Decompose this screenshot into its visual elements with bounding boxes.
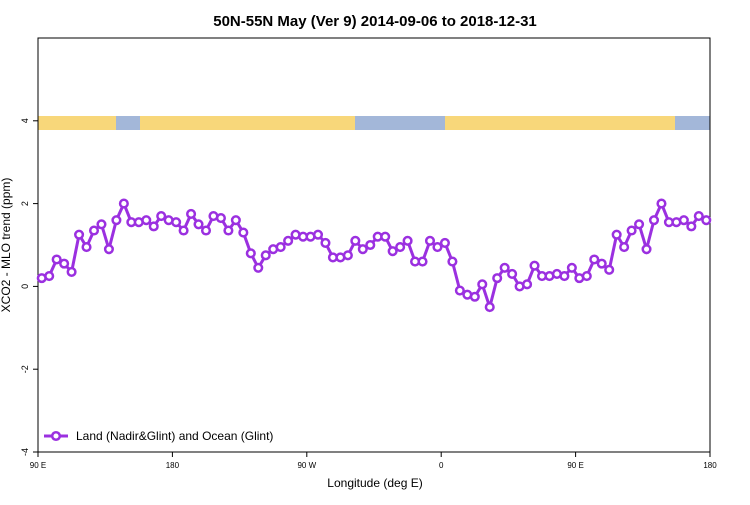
data-point (178, 225, 189, 236)
data-point (469, 291, 480, 302)
y-tick-label: 2 (20, 201, 30, 206)
plot-frame (37, 37, 711, 453)
data-point (678, 215, 689, 226)
data-point (402, 235, 413, 246)
data-point (634, 219, 645, 230)
y-tick-label: 4 (20, 118, 30, 123)
y-axis-label: XCO2 - MLO trend (ppm) (0, 178, 13, 313)
data-point (312, 229, 324, 240)
data-point (566, 262, 577, 273)
data-point (253, 262, 264, 273)
data-point (88, 225, 100, 236)
data-point (417, 256, 428, 267)
data-point (656, 198, 667, 209)
data-point (686, 221, 697, 232)
data-point (701, 215, 712, 226)
land-band (140, 116, 355, 130)
data-point (380, 231, 391, 242)
data-point (96, 219, 107, 230)
legend-marker (50, 430, 62, 442)
data-point (424, 235, 436, 246)
data-point (283, 235, 294, 246)
data-point (275, 242, 286, 253)
data-point (357, 244, 368, 255)
data-point (193, 219, 204, 230)
data-point (589, 254, 600, 265)
data-point (186, 208, 197, 219)
land-band (38, 116, 116, 130)
x-tick-label: 90 E (30, 461, 46, 470)
data-point (81, 242, 92, 253)
data-point (596, 258, 607, 269)
data-point (641, 244, 652, 255)
y-tick-label: -4 (20, 448, 30, 456)
data-point (604, 264, 615, 275)
data-point (215, 213, 226, 224)
data-point (238, 227, 249, 238)
x-tick-label: 90 E (567, 461, 583, 470)
data-point (171, 217, 182, 228)
data-point (387, 246, 398, 257)
land-band (445, 116, 675, 130)
data-point (51, 254, 62, 265)
data-point (141, 215, 152, 226)
y-tick-label: -2 (20, 365, 30, 373)
data-point (148, 221, 159, 232)
data-point (492, 273, 503, 284)
x-axis-label: Longitude (deg E) (327, 476, 422, 490)
data-point (59, 258, 70, 269)
data-point (111, 215, 122, 226)
data-point (223, 225, 234, 236)
data-point (693, 210, 704, 222)
data-point (559, 271, 570, 282)
chart-title: 50N-55N May (Ver 9) 2014-09-06 to 2018-1… (213, 13, 537, 30)
data-point (619, 242, 630, 253)
x-tick-label: 0 (439, 461, 444, 470)
data-point (522, 279, 533, 290)
data-point (507, 268, 518, 280)
data-point (320, 237, 331, 248)
data-point (245, 248, 256, 259)
legend-label: Land (Nadir&Glint) and Ocean (Glint) (76, 429, 273, 443)
data-point (44, 271, 55, 282)
data-point (350, 235, 361, 246)
data-point (529, 260, 540, 271)
data-point (118, 198, 129, 209)
data-point (581, 271, 592, 282)
data-point (432, 242, 443, 253)
data-point (484, 302, 495, 313)
data-point (499, 262, 510, 273)
data-point (395, 242, 406, 253)
data-point (454, 285, 465, 296)
data-point (103, 244, 114, 255)
data-point (74, 229, 85, 240)
data-point (447, 256, 458, 267)
y-tick-label: 0 (20, 284, 30, 289)
x-tick-label: 90 W (297, 461, 316, 470)
data-point (439, 237, 450, 248)
data-point (200, 225, 212, 236)
data-point (260, 250, 271, 261)
data-point (342, 250, 353, 261)
data-point (365, 239, 376, 251)
data-point (66, 266, 77, 277)
data-point (230, 215, 241, 226)
data-point (626, 225, 637, 236)
data-point (156, 210, 167, 222)
x-tick-label: 180 (166, 461, 180, 470)
x-tick-label: 180 (703, 461, 717, 470)
data-point (477, 279, 488, 290)
data-point (611, 229, 622, 240)
data-point (648, 215, 660, 226)
land-ocean-strip (38, 116, 710, 130)
